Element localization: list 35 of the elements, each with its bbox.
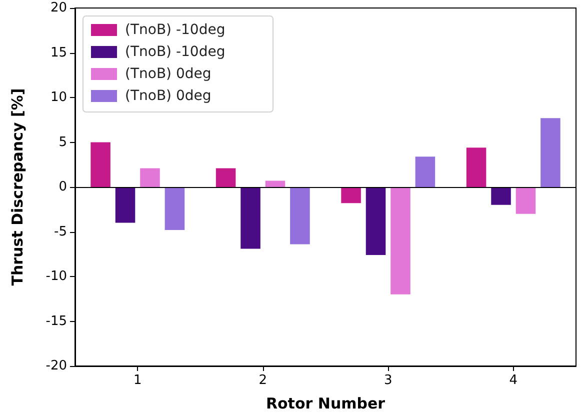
- y-tick-label: 15: [50, 45, 67, 60]
- y-tick-label: 20: [50, 0, 67, 16]
- bar: [516, 187, 536, 214]
- y-tick-label: -20: [46, 358, 67, 374]
- y-tick-label: 10: [50, 90, 67, 105]
- x-tick-label: 4: [509, 373, 518, 388]
- legend-label: (TnoB) -10deg: [125, 22, 226, 38]
- bar: [540, 118, 560, 187]
- bar: [115, 187, 136, 223]
- bar: [216, 168, 236, 187]
- bar: [341, 187, 361, 204]
- bar: [466, 148, 486, 187]
- y-tick-label: -15: [46, 314, 67, 329]
- y-tick-label: -5: [54, 224, 67, 240]
- y-tick-label: -10: [46, 269, 67, 284]
- y-tick-label: 5: [58, 134, 67, 150]
- legend-label: (TnoB) -10deg: [125, 44, 226, 60]
- x-tick-label: 1: [133, 373, 142, 388]
- legend-label: (TnoB) 0deg: [125, 88, 212, 104]
- bar: [265, 180, 286, 187]
- bar: [240, 187, 260, 249]
- legend-label: (TnoB) 0deg: [125, 66, 212, 82]
- bar: [415, 156, 436, 187]
- bar: [140, 168, 160, 187]
- bar: [491, 187, 511, 205]
- bar: [290, 187, 310, 244]
- y-tick-label: 0: [58, 180, 67, 194]
- x-tick-label: 2: [258, 373, 268, 388]
- bar: [366, 187, 386, 256]
- bar: [90, 142, 110, 187]
- bar: [164, 187, 185, 230]
- bar: [390, 187, 410, 294]
- x-axis-title: Rotor Number: [266, 394, 386, 412]
- y-axis-title: Thrust Discrepancy [%]: [8, 88, 26, 286]
- x-tick-label: 3: [384, 373, 392, 388]
